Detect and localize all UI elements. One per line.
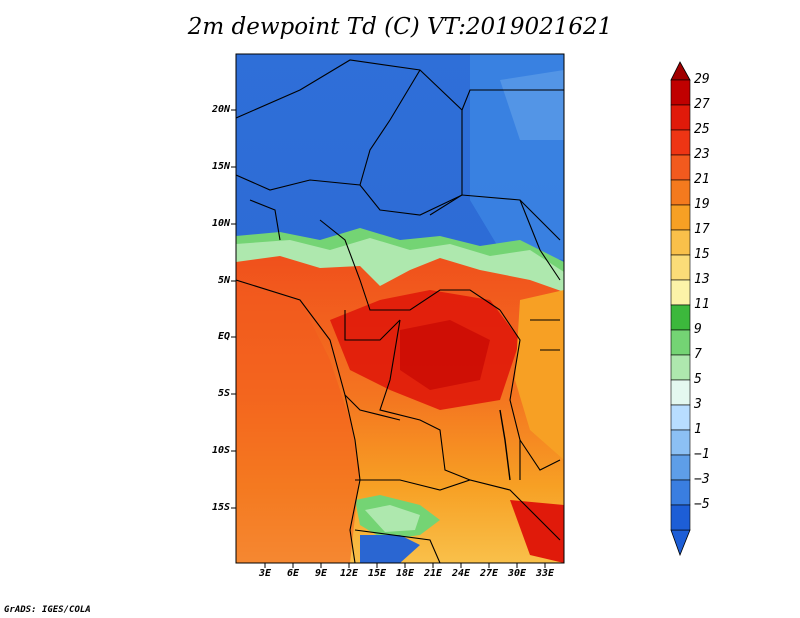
lon-label-15e: 15E xyxy=(367,568,387,579)
colorbar-label: 5 xyxy=(694,372,702,387)
map-title: 2m dewpoint Td (C) VT:2019021621 xyxy=(187,14,613,40)
lat-label-15s: 15S xyxy=(211,502,230,513)
colorbar-label: −3 xyxy=(694,472,710,487)
colorbar-label: 25 xyxy=(694,122,710,137)
colorbar-label: 7 xyxy=(694,347,702,362)
lat-label-5s: 5S xyxy=(217,388,230,399)
colorbar-label: 13 xyxy=(694,272,710,287)
lon-ticks xyxy=(264,563,546,568)
colorbar-segment xyxy=(670,404,691,431)
lat-label-20n: 20N xyxy=(211,104,230,115)
lon-label-33e: 33E xyxy=(535,568,555,579)
colorbar-label: 1 xyxy=(694,422,702,437)
colorbar xyxy=(670,61,691,557)
lon-label-9e: 9E xyxy=(314,568,328,579)
lon-label-12e: 12E xyxy=(339,568,359,579)
lat-label-10n: 10N xyxy=(211,218,230,229)
colorbar-segment xyxy=(670,154,691,181)
colorbar-label: 19 xyxy=(694,197,710,212)
colorbar-label: 27 xyxy=(694,97,710,112)
colorbar-segment xyxy=(670,179,691,206)
colorbar-label: 17 xyxy=(694,222,710,237)
colorbar-segment xyxy=(670,504,691,531)
colorbar-segment xyxy=(670,329,691,356)
colorbar-segment xyxy=(670,354,691,381)
lon-label-6e: 6E xyxy=(286,568,300,579)
colorbar-segment xyxy=(670,204,691,231)
colorbar-segment xyxy=(670,429,691,456)
colorbar-label: 29 xyxy=(694,72,710,87)
country-borders xyxy=(236,59,564,563)
colorbar-segment xyxy=(670,379,691,406)
lon-label-21e: 21E xyxy=(423,568,443,579)
footer-credit: GrADS: IGES/COLA xyxy=(4,605,91,615)
lon-label-27e: 27E xyxy=(479,568,499,579)
map-frame xyxy=(235,53,565,564)
lon-label-24e: 24E xyxy=(451,568,471,579)
colorbar-label: 21 xyxy=(694,172,710,187)
colorbar-segment xyxy=(670,79,691,106)
lat-label-15n: 15N xyxy=(211,161,230,172)
colorbar-label: 9 xyxy=(694,322,702,337)
colorbar-top-arrow xyxy=(670,61,691,81)
lon-label-18e: 18E xyxy=(395,568,415,579)
colorbar-segment xyxy=(670,104,691,131)
colorbar-label: 11 xyxy=(694,297,710,312)
colorbar-segment xyxy=(670,479,691,506)
lat-label-eq: EQ xyxy=(217,331,230,342)
colorbar-segment xyxy=(670,229,691,256)
colorbar-label: 23 xyxy=(694,147,710,162)
colorbar-segment xyxy=(670,279,691,306)
colorbar-segment xyxy=(670,254,691,281)
lat-label-10s: 10S xyxy=(211,445,230,456)
lon-label-3e: 3E xyxy=(258,568,272,579)
colorbar-label: 15 xyxy=(694,247,710,262)
colorbar-segment xyxy=(670,454,691,481)
colorbar-label: −5 xyxy=(694,497,710,512)
lat-label-5n: 5N xyxy=(217,275,230,286)
lat-ticks xyxy=(231,109,236,509)
colorbar-bottom-arrow xyxy=(670,529,691,557)
colorbar-label: −1 xyxy=(694,447,710,462)
colorbar-label: 3 xyxy=(694,397,702,412)
lon-label-30e: 30E xyxy=(507,568,527,579)
colorbar-segment xyxy=(670,129,691,156)
colorbar-segment xyxy=(670,304,691,331)
map-field xyxy=(236,54,564,563)
